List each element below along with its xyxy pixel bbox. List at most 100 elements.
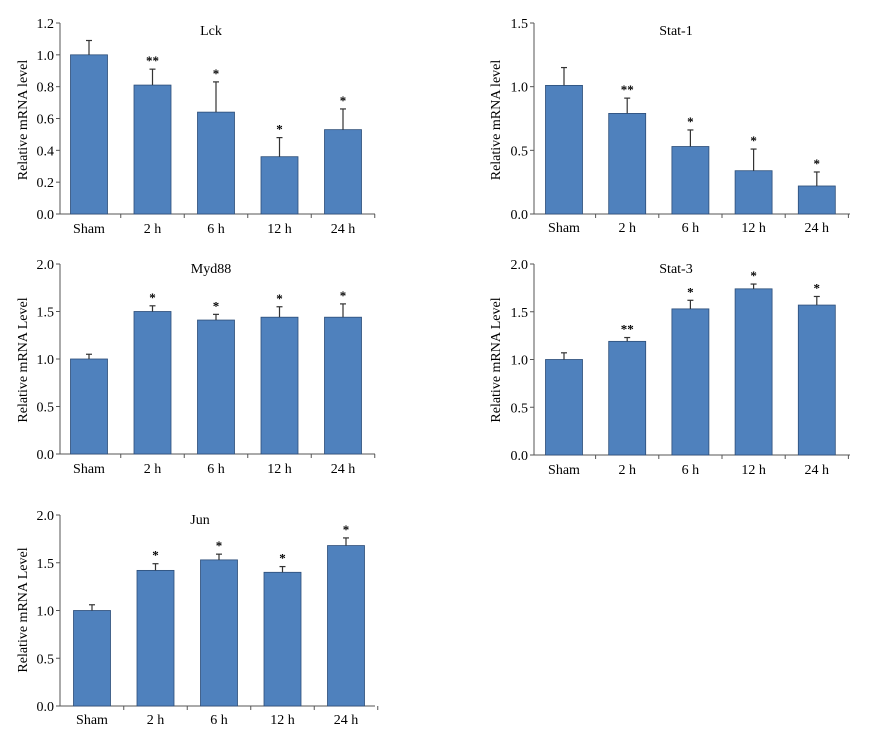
x-tick-label: 24 h [805, 463, 830, 478]
significance-marker: * [343, 522, 350, 537]
y-tick-label: 0.5 [37, 652, 55, 667]
significance-marker: * [687, 114, 694, 129]
bar [734, 170, 773, 215]
bar [324, 316, 362, 455]
significance-marker: * [750, 268, 757, 283]
bar [260, 156, 299, 215]
bar [136, 569, 175, 707]
x-tick-label: Sham [548, 463, 580, 478]
significance-marker: * [213, 66, 220, 81]
y-tick-label: 0.8 [37, 81, 55, 96]
bar [70, 358, 108, 455]
significance-marker: * [152, 548, 159, 563]
bar [73, 610, 111, 707]
x-tick-label: 2 h [144, 462, 162, 477]
y-tick-label: 0.6 [37, 113, 55, 128]
significance-marker: * [750, 133, 757, 148]
y-tick-label: 1.0 [37, 605, 55, 620]
bar [133, 84, 172, 215]
y-tick-label: 1.5 [511, 306, 529, 321]
bar [197, 111, 235, 215]
x-tick-label: 6 h [207, 462, 225, 477]
y-tick-label: 1.5 [37, 557, 55, 572]
chart-title: Stat-1 [659, 24, 692, 39]
chart-panel-1: 0.0 0.5 1.0 1.5 Sham ** 2 h * 6 h * 12 h * 24 h Stat-… [489, 17, 850, 236]
chart-panel-4: 0.0 0.5 1.0 1.5 2.0 Sham * 2 h * 6 h * 12 h * 24 h Jun… [16, 509, 379, 728]
y-tick-label: 0.5 [511, 401, 529, 416]
y-tick-label: 0.0 [37, 700, 55, 715]
bar [797, 185, 836, 215]
bar [671, 146, 710, 215]
x-tick-label: 24 h [805, 221, 830, 236]
y-tick-label: 0.4 [37, 144, 55, 159]
x-tick-label: 6 h [682, 221, 700, 236]
significance-marker: ** [621, 82, 634, 97]
x-tick-label: 24 h [331, 222, 356, 237]
chart-panel-3: 0.0 0.5 1.0 1.5 2.0 Sham ** 2 h * 6 h * 12 h * 24 h St… [489, 258, 850, 478]
y-axis-label: Relative mRNA level [489, 60, 504, 181]
chart-title: Jun [190, 513, 209, 528]
x-tick-label: 6 h [207, 222, 225, 237]
significance-marker: * [216, 538, 223, 553]
bar [324, 129, 362, 215]
significance-marker: * [687, 284, 694, 299]
significance-marker: ** [621, 322, 634, 337]
x-tick-label: 6 h [682, 463, 700, 478]
significance-marker: * [340, 93, 347, 108]
x-tick-label: 12 h [741, 463, 766, 478]
y-tick-label: 0.0 [511, 449, 529, 464]
y-tick-label: 1.0 [511, 354, 529, 369]
bar [734, 288, 773, 456]
x-tick-label: Sham [73, 222, 105, 237]
bar [263, 571, 302, 707]
x-tick-label: 2 h [618, 221, 636, 236]
y-tick-label: 0.0 [511, 208, 529, 223]
bar [260, 316, 299, 455]
y-tick-label: 1.0 [37, 353, 55, 368]
y-tick-label: 1.0 [511, 81, 529, 96]
x-tick-label: 24 h [334, 713, 359, 728]
y-tick-label: 2.0 [37, 258, 55, 273]
bar [133, 311, 172, 455]
x-tick-label: 12 h [267, 222, 292, 237]
y-tick-label: 0.0 [37, 208, 55, 223]
y-tick-label: 0.2 [37, 176, 55, 191]
bar [608, 340, 647, 456]
bar [70, 54, 108, 215]
bar [545, 359, 583, 456]
significance-marker: * [213, 298, 220, 313]
significance-marker: * [340, 288, 347, 303]
x-tick-label: 24 h [331, 462, 356, 477]
bar [200, 559, 238, 707]
significance-marker: * [276, 291, 283, 306]
chart-title: Stat-3 [659, 262, 692, 277]
significance-marker: * [814, 280, 821, 295]
x-tick-label: Sham [76, 713, 108, 728]
x-tick-label: Sham [73, 462, 105, 477]
significance-marker: * [814, 156, 821, 171]
x-tick-label: 12 h [741, 221, 766, 236]
y-tick-label: 1.5 [37, 306, 55, 321]
x-tick-label: Sham [548, 221, 580, 236]
x-tick-label: 12 h [267, 462, 292, 477]
bar [671, 308, 710, 456]
bar [545, 84, 583, 215]
bar [797, 304, 836, 456]
x-tick-label: 2 h [147, 713, 165, 728]
chart-panel-0: 0.0 0.2 0.4 0.6 0.8 1.0 1.2 Sham ** 2 h * 6 h * 12 h *… [16, 17, 376, 237]
y-tick-label: 0.0 [37, 448, 55, 463]
y-axis-label: Relative mRNA Level [16, 297, 31, 422]
significance-marker: * [279, 551, 286, 566]
bar [197, 319, 235, 455]
y-tick-label: 2.0 [37, 509, 55, 524]
y-tick-label: 1.2 [37, 17, 55, 32]
bar [327, 545, 365, 707]
chart-title: Myd88 [191, 262, 231, 277]
y-axis-label: Relative mRNA Level [489, 297, 504, 422]
y-tick-label: 1.5 [511, 17, 529, 32]
y-tick-label: 2.0 [511, 258, 529, 273]
y-tick-label: 0.5 [511, 144, 529, 159]
y-axis-label: Relative mRNA level [16, 60, 31, 181]
significance-marker: * [276, 122, 283, 137]
